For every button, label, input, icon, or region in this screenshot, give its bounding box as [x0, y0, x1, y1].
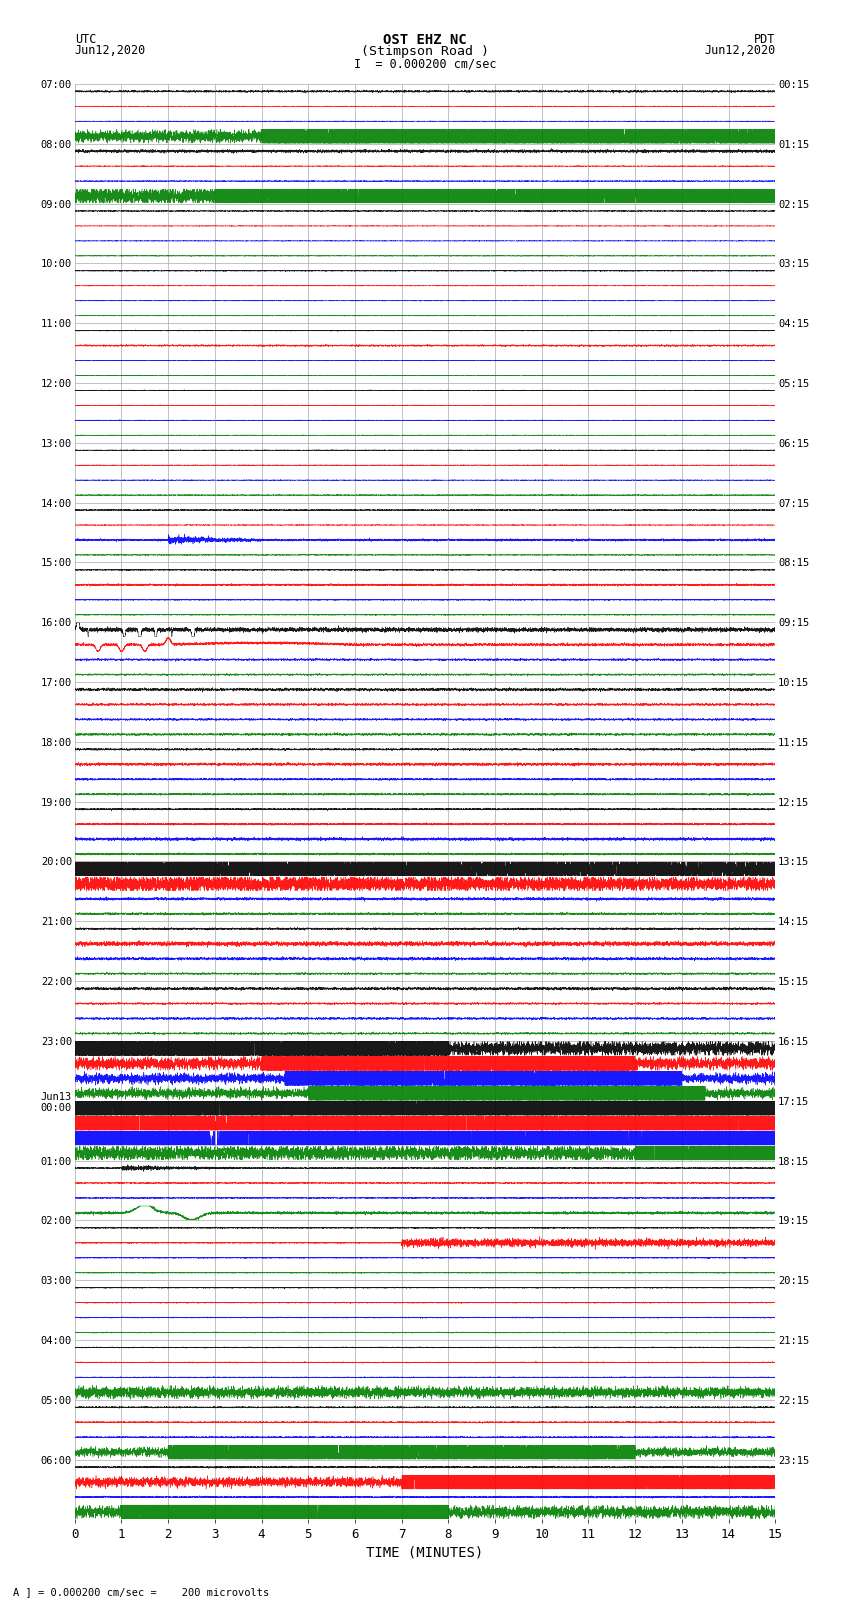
Text: PDT: PDT: [754, 32, 775, 47]
Text: I  = 0.000200 cm/sec: I = 0.000200 cm/sec: [354, 58, 496, 71]
Text: Jun12,2020: Jun12,2020: [704, 44, 775, 56]
Text: Jun12,2020: Jun12,2020: [75, 44, 146, 56]
X-axis label: TIME (MINUTES): TIME (MINUTES): [366, 1545, 484, 1560]
Text: UTC: UTC: [75, 32, 96, 47]
Text: A ] = 0.000200 cm/sec =    200 microvolts: A ] = 0.000200 cm/sec = 200 microvolts: [13, 1587, 269, 1597]
Text: OST EHZ NC: OST EHZ NC: [383, 32, 467, 47]
Text: (Stimpson Road ): (Stimpson Road ): [361, 45, 489, 58]
